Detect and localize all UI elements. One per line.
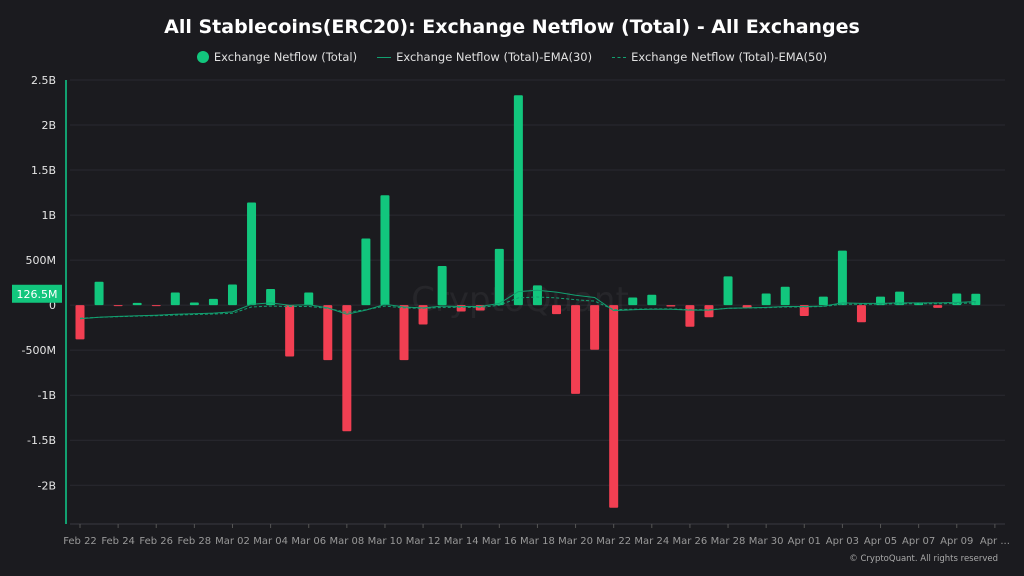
netflow-bar <box>342 305 352 432</box>
x-tick-label: Feb 28 <box>178 536 212 547</box>
netflow-bar <box>437 265 447 306</box>
x-tick-label: Apr 03 <box>826 536 859 547</box>
netflow-bar <box>247 202 257 306</box>
netflow-bar <box>113 305 123 307</box>
netflow-bar <box>742 305 752 308</box>
x-tick-label: Apr 05 <box>864 536 897 547</box>
netflow-bar <box>227 284 237 306</box>
x-tick-label: Mar 12 <box>406 536 441 547</box>
y-tick-label: 1.5B <box>31 164 56 177</box>
legend-dashed-line-icon <box>612 56 627 58</box>
netflow-bar <box>837 250 847 306</box>
netflow-bar <box>189 302 199 306</box>
netflow-bar <box>666 305 676 307</box>
x-tick-label: Feb 26 <box>139 536 173 547</box>
y-tick-label: -2B <box>37 479 56 492</box>
netflow-bar <box>285 305 295 357</box>
legend-label: Exchange Netflow (Total)-EMA(50) <box>631 50 828 64</box>
netflow-bar <box>895 291 905 306</box>
copyright-footer: © CryptoQuant. All rights reserved <box>849 554 998 564</box>
netflow-bar <box>532 285 542 306</box>
netflow-bar <box>818 296 828 306</box>
x-tick-label: Mar 26 <box>673 536 708 547</box>
x-tick-label: Mar 08 <box>329 536 364 547</box>
chart-title: All Stablecoins(ERC20): Exchange Netflow… <box>164 16 860 38</box>
netflow-bar <box>647 294 657 306</box>
netflow-bar <box>856 305 866 323</box>
x-tick-label: Mar 14 <box>444 536 479 547</box>
y-tick-label: 0 <box>49 299 56 312</box>
y-tick-label: 2B <box>41 119 56 132</box>
x-tick-label: Mar 24 <box>634 536 669 547</box>
y-tick-label: 1B <box>41 209 56 222</box>
x-tick-label: Apr 09 <box>940 536 973 547</box>
x-tick-label: Mar 22 <box>596 536 631 547</box>
netflow-bar <box>723 276 733 306</box>
x-tick-label: Mar 18 <box>520 536 555 547</box>
legend-dot-icon <box>196 51 209 63</box>
legend: Exchange Netflow (Total) Exchange Netflo… <box>0 50 1024 64</box>
ema50-line <box>79 296 976 319</box>
netflow-bar <box>761 293 771 306</box>
x-tick-label: Apr 07 <box>902 536 935 547</box>
netflow-bar <box>266 288 276 306</box>
x-tick-label: Mar 02 <box>215 536 250 547</box>
legend-label: Exchange Netflow (Total)-EMA(30) <box>396 50 593 64</box>
netflow-bar <box>799 305 809 316</box>
x-tick-label: Mar 06 <box>291 536 326 547</box>
x-tick-label: Feb 24 <box>101 536 135 547</box>
y-tick-label: 500M <box>26 254 57 267</box>
x-tick-label: Mar 16 <box>482 536 517 547</box>
x-tick-label: Mar 30 <box>749 536 784 547</box>
x-tick-label: Feb 22 <box>63 536 97 547</box>
y-tick-label: -1.5B <box>27 434 56 447</box>
netflow-bar <box>780 286 790 306</box>
legend-item-netflow[interactable]: Exchange Netflow (Total) <box>196 50 358 64</box>
netflow-bar <box>361 238 371 306</box>
netflow-bar <box>151 305 161 307</box>
netflow-bar <box>494 248 504 306</box>
netflow-bar <box>933 305 943 308</box>
x-tick-label: Mar 10 <box>368 536 403 547</box>
netflow-bar <box>628 297 638 306</box>
netflow-bar <box>513 95 523 306</box>
netflow-bar <box>971 293 981 306</box>
y-tick-label: -500M <box>22 344 56 357</box>
netflow-bar <box>75 305 85 340</box>
netflow-bar <box>399 305 409 361</box>
netflow-bar <box>304 292 314 306</box>
netflow-bar <box>590 305 600 350</box>
netflow-bar <box>94 281 104 306</box>
x-tick-label: Apr 01 <box>788 536 821 547</box>
legend-item-ema50[interactable]: Exchange Netflow (Total)-EMA(50) <box>612 50 827 64</box>
legend-label: Exchange Netflow (Total) <box>213 50 358 64</box>
netflow-bar <box>552 305 561 315</box>
netflow-bar <box>380 195 390 306</box>
netflow-bar <box>208 298 218 306</box>
x-tick-label: Mar 28 <box>711 536 746 547</box>
netflow-bar <box>704 305 714 318</box>
netflow-bar <box>609 305 619 508</box>
x-tick-label: Mar 04 <box>253 536 288 547</box>
netflow-bar <box>170 292 180 306</box>
legend-line-icon <box>377 56 392 58</box>
netflow-bar <box>132 302 142 306</box>
netflow-bar <box>685 305 695 327</box>
legend-item-ema30[interactable]: Exchange Netflow (Total)-EMA(30) <box>377 50 592 64</box>
ema30-line <box>79 289 976 320</box>
x-tick-label: Apr ... <box>980 536 1010 547</box>
x-tick-label: Mar 20 <box>558 536 593 547</box>
netflow-bar <box>418 305 428 325</box>
netflow-bar <box>323 305 333 361</box>
y-tick-label: 2.5B <box>31 74 56 87</box>
y-tick-label: -1B <box>37 389 56 402</box>
current-value-badge <box>12 284 62 303</box>
current-value-label: 126.5M <box>17 288 58 301</box>
netflow-bar <box>571 305 581 394</box>
